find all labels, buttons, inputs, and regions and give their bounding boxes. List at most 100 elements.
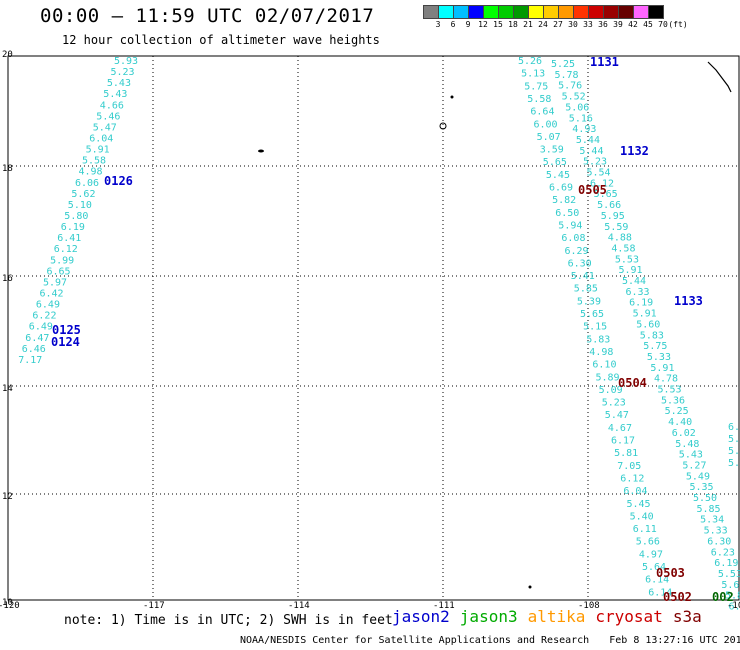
- wave-height-value: 5.27: [682, 460, 706, 471]
- wave-height-value: 5.78: [555, 70, 579, 81]
- wave-height-value: 5.65: [543, 157, 567, 168]
- colorbar-swatch: [648, 5, 664, 19]
- wave-height-value: 5.40: [630, 511, 654, 522]
- wave-height-value: 6.65: [47, 266, 71, 277]
- wave-height-value: 5.49: [686, 471, 710, 482]
- wave-height-value: 5.81: [614, 448, 638, 459]
- wave-height-value: 5.06: [565, 102, 589, 113]
- wave-height-value: 5.54: [728, 458, 740, 469]
- wave-height-value: 5.91: [86, 145, 110, 156]
- wave-height-value: 5.82: [552, 195, 576, 206]
- lon-label: -114: [288, 601, 310, 611]
- wave-height-value: 6.49: [36, 300, 60, 311]
- colorbar-label: 24: [538, 20, 548, 29]
- island: [450, 95, 454, 99]
- wave-height-value: 5.91: [650, 363, 674, 374]
- pass-label: 0505: [578, 183, 607, 197]
- footer-credit: NOAA/NESDIS Center for Satellite Applica…: [240, 635, 590, 646]
- wave-height-value: 5.25: [665, 406, 689, 417]
- footer: NOAA/NESDIS Center for Satellite Applica…: [240, 635, 740, 646]
- wave-height-value: 5.47: [93, 122, 117, 133]
- wave-height-value: 4.66: [100, 100, 124, 111]
- wave-height-value: 5.45: [627, 499, 651, 510]
- wave-height-value: 5.39: [577, 296, 601, 307]
- wave-height-value: 6.04: [89, 134, 113, 145]
- wave-height-value: 5.75: [643, 341, 667, 352]
- map-title: 00:00 – 11:59 UTC 02/07/2017: [40, 5, 375, 27]
- wave-height-value: 5.26: [518, 56, 542, 67]
- wave-height-value: 4.93: [572, 124, 596, 135]
- wave-height-value: 6.12: [620, 473, 644, 484]
- wave-height-value: 5.83: [640, 330, 664, 341]
- wave-height-value: 5.21: [728, 446, 740, 457]
- colorbar-label: 12: [478, 20, 488, 29]
- wave-height-value: 3.59: [540, 145, 564, 156]
- wave-height-value: 5.16: [569, 113, 593, 124]
- pass-label: 0124: [51, 335, 80, 349]
- wave-height-value: 6.30: [568, 258, 592, 269]
- wave-height-value: 5.44: [576, 135, 600, 146]
- wave-height-value: 5.41: [571, 271, 595, 282]
- wave-height-value: 5.94: [558, 221, 582, 232]
- wave-height-value: 4.78: [654, 374, 678, 385]
- wave-height-value: 5.53: [718, 569, 740, 580]
- wave-height-value: 5.85: [574, 284, 598, 295]
- wave-height-value: 5.53: [658, 385, 682, 396]
- wave-height-value: 5.76: [558, 81, 582, 92]
- wave-height-value: 6.10: [592, 360, 616, 371]
- wave-height-value: 5.89: [596, 372, 620, 383]
- wave-height-value: 5.35: [690, 482, 714, 493]
- wave-height-value: 4.58: [611, 243, 635, 254]
- wave-height-value: 6.19: [61, 222, 85, 233]
- map-frame: [7, 55, 740, 601]
- wave-height-value: 6.19: [714, 558, 738, 569]
- wave-height-value: 5.54: [587, 168, 611, 179]
- colorbar-label: 39: [613, 20, 623, 29]
- wave-height-value: 5.43: [679, 450, 703, 461]
- wave-height-value: 6.02: [672, 428, 696, 439]
- wave-height-value: 5.23: [602, 398, 626, 409]
- wave-height-value: 6.04: [623, 486, 647, 497]
- wave-height-value: 5.64: [642, 562, 666, 573]
- colorbar-label: (ft): [668, 20, 688, 29]
- colorbar-label: 18: [508, 20, 518, 29]
- wave-height-value: 5.59: [604, 222, 628, 233]
- wave-height-value: 6.46: [22, 344, 46, 355]
- wave-height-value: 4.98: [79, 167, 103, 178]
- wave-height-value: 6.12: [590, 178, 614, 189]
- wave-height-value: 6.11: [633, 524, 657, 535]
- wave-height-value: 4.88: [608, 233, 632, 244]
- wave-height-value: 6.41: [57, 233, 81, 244]
- legend-jason2: jason2: [392, 607, 450, 626]
- wave-height-value: 5.15: [583, 322, 607, 333]
- wave-height-value: 6.69: [549, 183, 573, 194]
- wave-height-value: 5.52: [562, 92, 586, 103]
- wave-height-value: 5.23: [111, 67, 135, 78]
- wave-height-value: 6.00: [728, 422, 740, 433]
- wave-height-value: 5.43: [107, 78, 131, 89]
- wave-height-value: 6.06: [75, 178, 99, 189]
- lon-label: -120: [0, 601, 20, 611]
- legend-cryosat: cryosat: [595, 607, 663, 626]
- wave-height-value: 5.48: [675, 439, 699, 450]
- pass-label: 1132: [620, 144, 649, 158]
- map-subtitle: 12 hour collection of altimeter wave hei…: [62, 33, 380, 47]
- colorbar-label: 3: [435, 20, 441, 29]
- colorbar-label: 70: [658, 20, 668, 29]
- wave-height-value: 5.64: [721, 580, 740, 591]
- wave-height-value: 5.65: [594, 189, 618, 200]
- colorbar-label: 30: [568, 20, 578, 29]
- legend-jason3: jason3: [459, 607, 518, 626]
- wave-height-value: 5.36: [661, 395, 685, 406]
- wave-height-value: 6.49: [29, 322, 53, 333]
- wave-height-value: 5.53: [615, 254, 639, 265]
- wave-height-value: 5.45: [546, 170, 570, 181]
- wave-height-value: 6.14: [648, 587, 672, 598]
- wave-height-value: 6.12: [54, 244, 78, 255]
- wave-height-value: 5.43: [728, 434, 740, 445]
- wave-height-value: 5.60: [636, 319, 660, 330]
- lon-label: -10: [727, 601, 740, 611]
- wave-height-value: 5.44: [579, 146, 603, 157]
- wave-height-value: 5.34: [700, 515, 724, 526]
- pass-label: 0125: [52, 323, 81, 337]
